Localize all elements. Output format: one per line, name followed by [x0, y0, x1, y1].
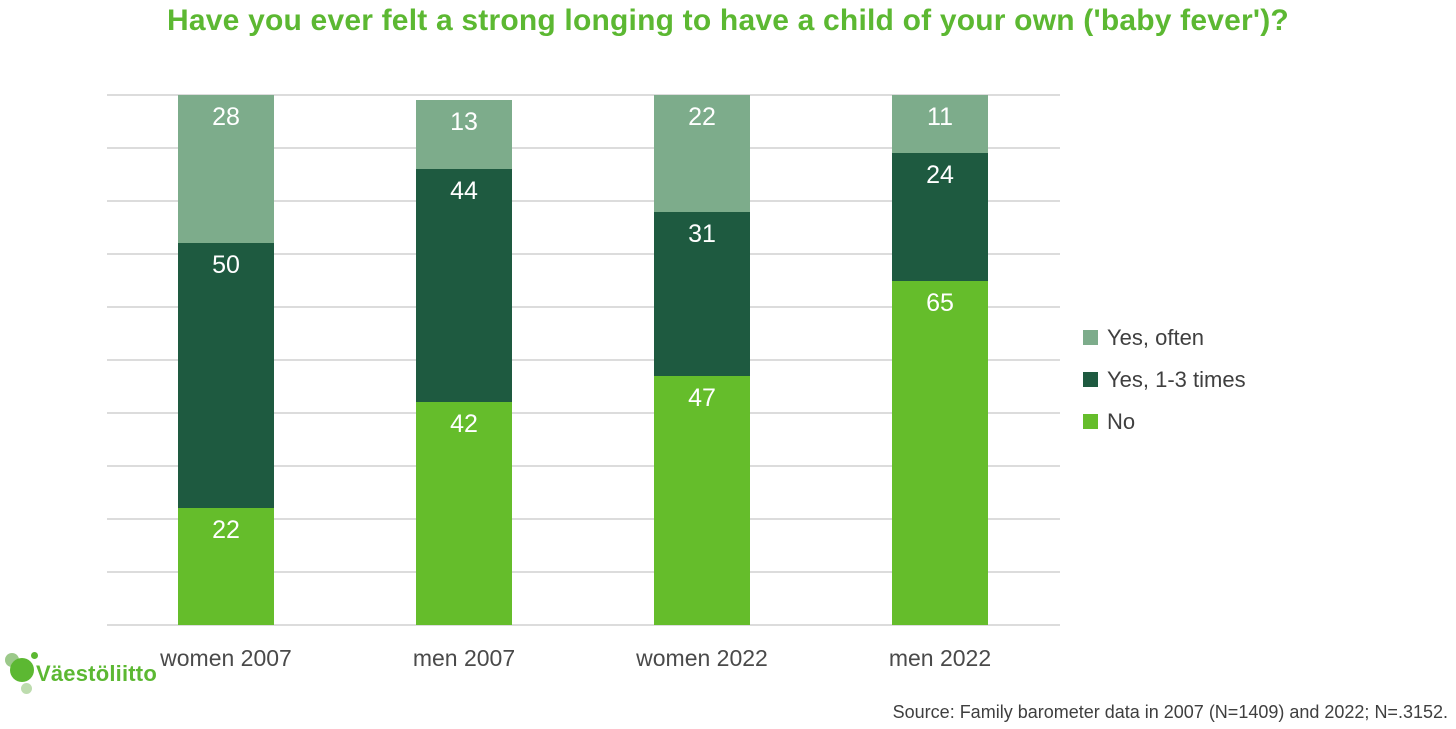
data-label: 24 [926, 161, 954, 190]
gridline [107, 624, 1060, 626]
bar-segment-no: 22 [178, 508, 274, 625]
stacked-bar-women-2007: 22 50 28 [178, 95, 274, 625]
data-label: 22 [212, 516, 240, 545]
legend-swatch-icon [1083, 414, 1098, 429]
legend-swatch-icon [1083, 330, 1098, 345]
plot-area: 22 50 28 42 44 13 47 31 22 65 24 11 [107, 94, 1060, 626]
legend-label: Yes, 1-3 times [1107, 366, 1246, 392]
bar-segment-yes-often: 28 [178, 95, 274, 244]
data-label: 65 [926, 288, 954, 317]
bar-segment-yes-1-3-times: 50 [178, 243, 274, 509]
legend-label: No [1107, 408, 1136, 434]
x-axis-labels: women 2007 men 2007 women 2022 men 2022 [107, 645, 1060, 675]
data-label: 13 [450, 108, 478, 137]
stacked-bar-men-2022: 65 24 11 [892, 95, 988, 625]
vaestoliitto-logo: Väestöliitto [2, 648, 232, 703]
data-label: 28 [212, 103, 240, 132]
gridline [107, 465, 1060, 467]
bar-segment-yes-1-3-times: 31 [654, 211, 750, 376]
chart-title: Have you ever felt a strong longing to h… [167, 4, 1289, 37]
bar-segment-no: 47 [654, 375, 750, 625]
data-label: 11 [927, 103, 953, 132]
bar-segment-yes-often: 22 [654, 95, 750, 212]
data-label: 47 [688, 383, 716, 412]
bar-segment-yes-1-3-times: 24 [892, 153, 988, 281]
gridline [107, 306, 1060, 308]
logo-circle-icon [21, 683, 32, 694]
gridline [107, 200, 1060, 202]
legend-item: Yes, often [1083, 325, 1246, 350]
legend-label: Yes, often [1107, 324, 1205, 350]
bar-segment-yes-1-3-times: 44 [416, 169, 512, 403]
data-label: 22 [688, 103, 716, 132]
gridline [107, 253, 1060, 255]
logo-circle-icon [10, 658, 34, 682]
x-axis-label: men 2022 [888, 645, 992, 671]
x-axis-label: women 2022 [636, 645, 768, 671]
data-label: 31 [688, 219, 716, 248]
bar-segment-yes-often: 13 [416, 100, 512, 170]
legend-item: No [1083, 409, 1246, 434]
legend-item: Yes, 1-3 times [1083, 367, 1246, 392]
legend-swatch-icon [1083, 372, 1098, 387]
logo-text: Väestöliitto [36, 661, 157, 686]
gridline [107, 412, 1060, 414]
x-axis-label: men 2007 [412, 645, 516, 671]
stacked-bar-women-2022: 47 31 22 [654, 95, 750, 625]
logo-circle-icon [31, 652, 38, 659]
data-label: 44 [450, 177, 478, 206]
gridline [107, 571, 1060, 573]
data-label: 42 [450, 410, 478, 439]
bar-segment-no: 65 [892, 280, 988, 625]
gridline [107, 147, 1060, 149]
source-note: Source: Family barometer data in 2007 (N… [892, 702, 1448, 722]
gridline [107, 518, 1060, 520]
legend: Yes, often Yes, 1-3 times No [1083, 325, 1246, 451]
gridline [107, 359, 1060, 361]
stacked-bar-men-2007: 42 44 13 [416, 100, 512, 625]
gridline [107, 94, 1060, 96]
bar-segment-no: 42 [416, 402, 512, 625]
data-label: 50 [212, 251, 240, 280]
x-axis-label: women 2007 [160, 645, 292, 671]
bar-segment-yes-often: 11 [892, 95, 988, 154]
